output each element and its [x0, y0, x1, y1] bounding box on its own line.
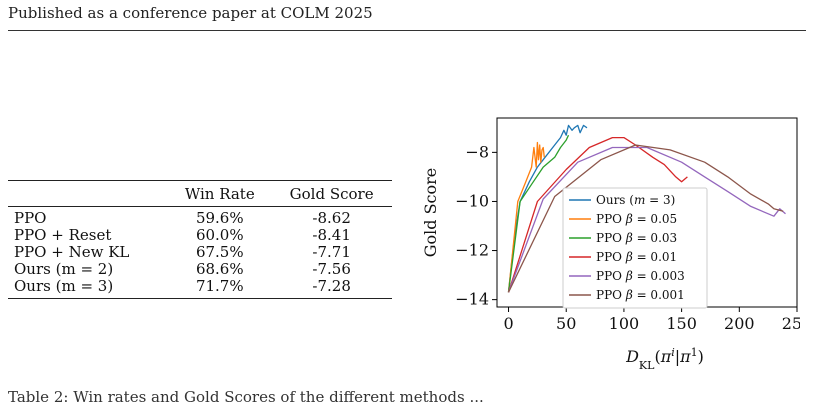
kl-vs-gold-score-chart: 0 50 100 150 200 250 −14 −12 −10 −8 Gold Score DKL(… — [421, 117, 800, 372]
y-tick-label: −10 — [455, 191, 489, 210]
table-cell-method: Ours (m = 3) — [8, 278, 169, 299]
table-cell-win-rate: 60.0% — [195, 226, 244, 244]
legend-entry: Ours (m = 3) — [596, 193, 675, 207]
table-cell-gold-score: -7.28 — [271, 278, 392, 299]
column-header-gold-score: Gold Score — [289, 185, 374, 203]
table-row: PPO 59.6% -8.62 — [8, 206, 392, 227]
legend-entry: PPO β = 0.03 — [596, 231, 677, 245]
table-cell-gold-score: -8.41 — [312, 226, 351, 244]
table-row: Ours (m = 3) 71.7% -7.28 — [8, 278, 392, 299]
column-header — [8, 181, 168, 207]
table-cell-method: Ours (m = 2) — [14, 260, 114, 278]
series-line-0 — [507, 124, 588, 293]
x-tick-label: 100 — [609, 314, 640, 333]
table-cell-win-rate: 68.6% — [195, 260, 244, 278]
x-tick-label: 250 — [782, 314, 800, 333]
legend-entry: PPO β = 0.003 — [596, 269, 685, 283]
x-tick-label: 200 — [724, 314, 755, 333]
table-caption: Table 2: Win rates and Gold Scores of th… — [8, 388, 484, 406]
y-tick-label: −12 — [455, 241, 489, 260]
series-line-3 — [507, 136, 688, 293]
table-cell-method: PPO + Reset — [14, 226, 112, 244]
x-axis-label: DKL(πi|π1) — [625, 346, 704, 372]
table-cell-gold-score: -7.71 — [312, 243, 351, 261]
table-cell-method: PPO + New KL — [14, 243, 130, 261]
table-cell-gold-score: -8.62 — [271, 206, 392, 227]
table-row: Ours (m = 2) 68.6% -7.56 — [8, 261, 392, 278]
legend-box — [562, 187, 708, 309]
table-body: PPO 59.6% -8.62 PPO + Reset 60.0% -8.41 PPO + … — [8, 206, 392, 299]
column-header-win-rate: Win Rate — [184, 185, 255, 203]
y-tick-label: −14 — [455, 290, 489, 309]
x-tick-label: 150 — [666, 314, 697, 333]
series-line-2 — [507, 134, 570, 293]
x-tick-label: 0 — [503, 314, 513, 333]
series-line-4 — [507, 146, 786, 293]
table-row: PPO + New KL 67.5% -7.71 — [8, 244, 392, 261]
series-line-1 — [507, 141, 545, 293]
table-cell-win-rate: 59.6% — [168, 206, 272, 227]
series-line-5 — [507, 144, 784, 293]
results-table: Win Rate Gold Score PPO 59.6% -8.62 PPO + R… — [8, 180, 392, 299]
y-axis-label: Gold Score — [421, 168, 440, 258]
table-cell-win-rate: 67.5% — [195, 243, 244, 261]
table-cell-method: PPO — [8, 206, 169, 227]
table-cell-win-rate: 71.7% — [168, 278, 272, 299]
table-header-row: Win Rate Gold Score — [8, 180, 392, 207]
legend-entry: PPO β = 0.001 — [596, 288, 685, 302]
header-rule — [8, 30, 806, 31]
legend-entry: PPO β = 0.05 — [596, 212, 677, 226]
table-row: PPO + Reset 60.0% -8.41 — [8, 227, 392, 244]
legend-entry: PPO β = 0.01 — [596, 250, 677, 264]
x-tick-label: 50 — [556, 314, 576, 333]
y-tick-label: −8 — [465, 142, 489, 161]
table-cell-gold-score: -7.56 — [312, 260, 351, 278]
running-header: Published as a conference paper at COLM … — [8, 4, 373, 22]
